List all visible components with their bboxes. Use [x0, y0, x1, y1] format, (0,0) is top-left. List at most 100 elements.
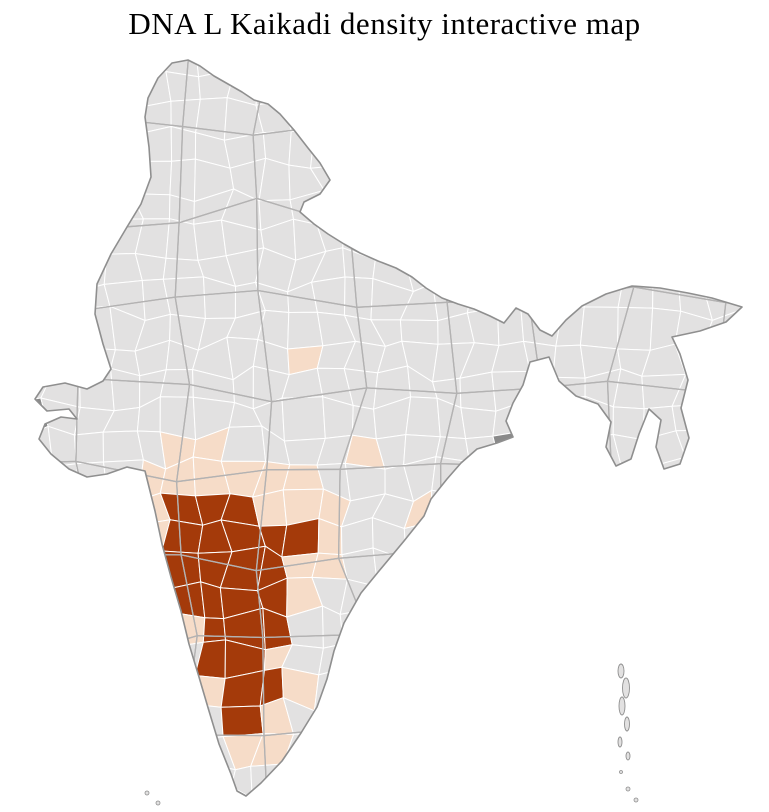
district-cell[interactable]	[348, 697, 385, 736]
district-cell[interactable]	[165, 70, 201, 102]
district-cell[interactable]	[105, 49, 145, 73]
district-cell[interactable]	[130, 759, 174, 794]
district-cell[interactable]	[646, 546, 683, 593]
district-cell[interactable]	[69, 792, 114, 812]
district-cell[interactable]	[440, 187, 476, 233]
district-cell[interactable]	[78, 496, 115, 524]
district-cell[interactable]	[50, 346, 85, 377]
district-cell[interactable]	[520, 668, 560, 708]
district-cell[interactable]	[678, 186, 709, 227]
district-cell[interactable]	[532, 397, 561, 431]
district-cell[interactable]	[439, 128, 472, 164]
district-cell[interactable]	[493, 729, 536, 769]
district-cell[interactable]	[674, 757, 706, 795]
district-cell[interactable]	[73, 612, 115, 653]
district-cell[interactable]	[134, 578, 173, 615]
district-cell[interactable]	[172, 674, 196, 710]
district-cell[interactable]	[80, 246, 108, 292]
district-cell[interactable]	[520, 281, 563, 310]
district-cell[interactable]	[615, 606, 655, 651]
district-cell[interactable]	[465, 580, 497, 621]
district-cell[interactable]	[402, 134, 441, 172]
district-cell[interactable]	[647, 521, 680, 558]
district-cell[interactable]	[40, 130, 76, 165]
district-cell[interactable]	[581, 706, 615, 739]
district-cell[interactable]	[194, 44, 236, 78]
district-cell[interactable]	[466, 275, 498, 314]
district-cell[interactable]	[640, 127, 685, 169]
district-cell[interactable]	[315, 40, 346, 83]
district-cell[interactable]	[72, 130, 105, 165]
district-cell[interactable]	[579, 306, 619, 350]
district-cell[interactable]	[257, 38, 296, 82]
district-cell[interactable]	[526, 494, 561, 528]
district-cell[interactable]	[490, 247, 534, 286]
district-cell[interactable]	[701, 99, 745, 131]
district-cell[interactable]	[704, 729, 745, 772]
district-cell[interactable]	[745, 280, 769, 315]
district-cell[interactable]	[501, 787, 530, 812]
district-cell[interactable]	[643, 672, 683, 702]
district-cell[interactable]	[346, 727, 386, 759]
district-cell[interactable]	[673, 645, 716, 676]
district-cell[interactable]	[343, 276, 374, 321]
district-cell[interactable]	[230, 785, 253, 812]
district-cell[interactable]	[729, 732, 769, 768]
district-cell[interactable]	[552, 494, 596, 529]
district-cell[interactable]	[52, 109, 78, 142]
district-cell[interactable]	[581, 186, 623, 223]
district-cell[interactable]	[78, 636, 108, 680]
district-cell[interactable]	[491, 517, 535, 550]
district-cell[interactable]	[561, 250, 595, 283]
district-cell[interactable]	[73, 283, 111, 310]
district-cell[interactable]	[552, 344, 586, 379]
district-cell[interactable]	[520, 128, 564, 173]
district-cell[interactable]	[343, 190, 381, 231]
district-cell[interactable]	[741, 408, 769, 443]
district-cell[interactable]	[13, 345, 56, 377]
district-cell[interactable]	[552, 667, 595, 709]
district-cell[interactable]	[19, 220, 48, 248]
district-cell[interactable]	[708, 553, 737, 586]
district-cell[interactable]	[470, 100, 506, 140]
district-cell[interactable]	[470, 546, 500, 592]
district-cell[interactable]	[522, 41, 556, 74]
district-cell[interactable]	[14, 609, 56, 641]
district-cell[interactable]	[141, 640, 174, 683]
district-cell[interactable]	[579, 523, 626, 559]
district-cell[interactable]	[740, 427, 769, 459]
district-cell[interactable]	[99, 133, 136, 163]
district-cell[interactable]	[467, 729, 496, 770]
district-cell[interactable]	[430, 617, 467, 646]
district-cell[interactable]	[705, 185, 739, 227]
district-cell[interactable]	[373, 158, 404, 194]
district-cell[interactable]	[647, 637, 683, 676]
district-cell[interactable]	[434, 580, 472, 620]
district-cell[interactable]	[73, 160, 107, 202]
district-cell[interactable]	[106, 666, 143, 704]
district-cell[interactable]	[131, 125, 173, 163]
district-cell[interactable]	[47, 725, 81, 771]
district-cell[interactable]	[20, 560, 52, 585]
district-cell[interactable]	[283, 75, 320, 109]
district-cell[interactable]	[401, 162, 447, 194]
district-cell[interactable]	[647, 606, 682, 647]
district-cell[interactable]	[429, 489, 472, 532]
district-cell[interactable]	[460, 186, 497, 224]
district-cell[interactable]	[438, 791, 473, 812]
district-cell[interactable]	[614, 185, 646, 232]
district-cell[interactable]	[370, 586, 416, 614]
district-cell[interactable]	[370, 608, 416, 644]
district-cell[interactable]	[471, 787, 504, 812]
district-cell[interactable]	[321, 797, 354, 812]
district-cell[interactable]	[489, 643, 529, 677]
district-cell[interactable]	[11, 186, 48, 228]
district-cell[interactable]	[313, 697, 356, 736]
district-cell[interactable]	[702, 41, 746, 78]
district-cell[interactable]	[163, 759, 198, 802]
district-cell[interactable]	[615, 221, 651, 261]
district-cell[interactable]	[699, 646, 742, 673]
district-cell[interactable]	[612, 127, 656, 167]
district-cell[interactable]	[729, 705, 769, 735]
